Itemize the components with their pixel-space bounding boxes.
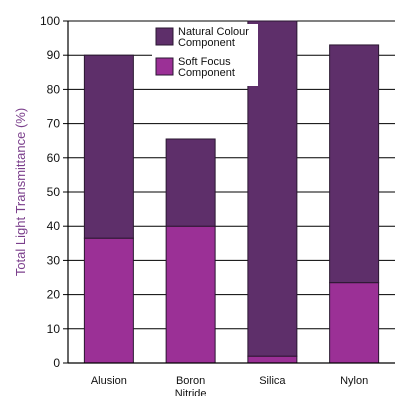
y-tick-labels: 0 10 20 30 40 50 60 70 80 90 100	[40, 14, 60, 370]
y-axis-label: Total Light Transmittance (%)	[13, 108, 28, 276]
y-tick-label: 30	[47, 253, 61, 267]
x-category-labels: Alusion Boron Nitride Silica Nylon	[91, 375, 368, 396]
bar-segment-soft-focus	[247, 355, 298, 364]
bar-segment-soft-focus	[83, 237, 134, 364]
bar-segment-natural-colour	[83, 54, 134, 239]
bar-segment-soft-focus	[165, 225, 216, 364]
y-tick-label: 20	[47, 288, 61, 302]
y-tick-label: 90	[47, 48, 61, 62]
x-category-label: Alusion	[91, 375, 127, 387]
legend-swatch	[155, 57, 174, 76]
x-category-label: Boron Nitride	[175, 375, 207, 396]
y-tick-label: 10	[47, 322, 61, 336]
legend-label: Natural Colour Component	[178, 26, 249, 49]
legend-swatch	[155, 27, 174, 46]
bar-segment-soft-focus	[329, 282, 380, 364]
bar-segment-natural-colour	[165, 138, 216, 227]
y-tick-label: 70	[47, 117, 61, 131]
y-tick-label: 50	[47, 185, 61, 199]
legend: Natural Colour Component Soft Focus Compone…	[152, 24, 258, 86]
axes	[63, 20, 395, 364]
y-tick-label: 60	[47, 151, 61, 165]
bar-segment-natural-colour	[329, 44, 380, 284]
y-tick-label: 100	[40, 14, 60, 28]
x-category-label: Nylon	[340, 375, 368, 387]
y-tick-label: 80	[47, 82, 61, 96]
x-category-label: Silica	[259, 375, 286, 387]
y-tick-label: 40	[47, 219, 61, 233]
y-tick-label: 0	[53, 356, 60, 370]
legend-label: Soft Focus Component	[178, 56, 235, 79]
